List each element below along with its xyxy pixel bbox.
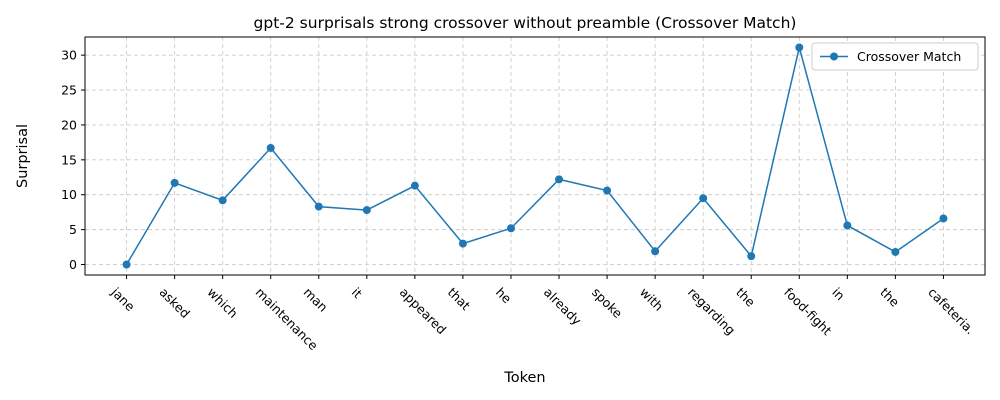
data-point [843, 221, 852, 230]
x-tick-label: which [205, 285, 241, 321]
x-tick-label: with [637, 285, 666, 314]
y-tick-label: 30 [61, 48, 77, 63]
chart-title: gpt-2 surprisals strong crossover withou… [254, 14, 797, 32]
data-point [314, 202, 323, 211]
x-tick-label: it [349, 285, 366, 302]
y-tick-label: 10 [61, 187, 77, 202]
x-tick-label: that [445, 285, 474, 314]
x-tick-label: already [541, 285, 585, 329]
x-tick-label: regarding [685, 285, 738, 338]
y-tick-label: 20 [61, 117, 77, 132]
y-tick-label: 0 [69, 257, 77, 272]
data-point [218, 196, 227, 205]
x-tick-label: appeared [397, 285, 450, 338]
data-point [795, 43, 804, 52]
data-point [458, 239, 467, 248]
legend-box [811, 42, 979, 71]
y-axis-label: Surprisal [15, 124, 31, 188]
x-tick-label: he [493, 285, 515, 307]
data-point [266, 143, 275, 152]
data-point [651, 247, 660, 256]
x-tick-label: food-fight [781, 285, 835, 339]
data-point [699, 194, 708, 203]
data-point [747, 252, 756, 261]
x-tick-label: asked [156, 285, 192, 321]
data-point [362, 206, 371, 215]
x-tick-label: in [829, 285, 848, 304]
data-point [506, 224, 515, 233]
x-tick-label: cafeteria. [925, 285, 978, 338]
x-tick-label: spoke [589, 285, 626, 322]
y-tick-label: 25 [61, 83, 77, 98]
grid [85, 37, 985, 275]
x-tick-label: the [733, 285, 758, 310]
data-point [122, 260, 131, 269]
data-point [555, 175, 564, 184]
x-axis-label: Token [503, 370, 545, 386]
legend: Crossover Match [811, 42, 979, 71]
series-line [125, 47, 944, 265]
plot-frame [84, 36, 986, 276]
series-layer [122, 43, 948, 269]
x-tick-label: the [877, 285, 902, 310]
x-tick-label: jane [108, 284, 138, 314]
legend-marker-swatch [830, 52, 838, 61]
data-point [891, 247, 900, 256]
data-point [939, 214, 948, 223]
data-point [410, 181, 419, 190]
y-tick-label: 5 [69, 222, 77, 237]
legend-entry-label: Crossover Match [857, 49, 961, 64]
x-tick-label: man [301, 285, 331, 315]
y-tick-label: 15 [61, 152, 77, 167]
y-axis-ticks: 0 5 10 15 20 25 30 [61, 48, 85, 272]
data-point [170, 178, 179, 187]
data-point [603, 186, 612, 195]
